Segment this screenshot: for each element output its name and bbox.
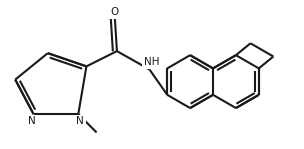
Text: N: N	[28, 116, 35, 126]
Text: O: O	[111, 7, 119, 17]
Text: N: N	[76, 116, 84, 126]
Text: NH: NH	[144, 57, 159, 67]
